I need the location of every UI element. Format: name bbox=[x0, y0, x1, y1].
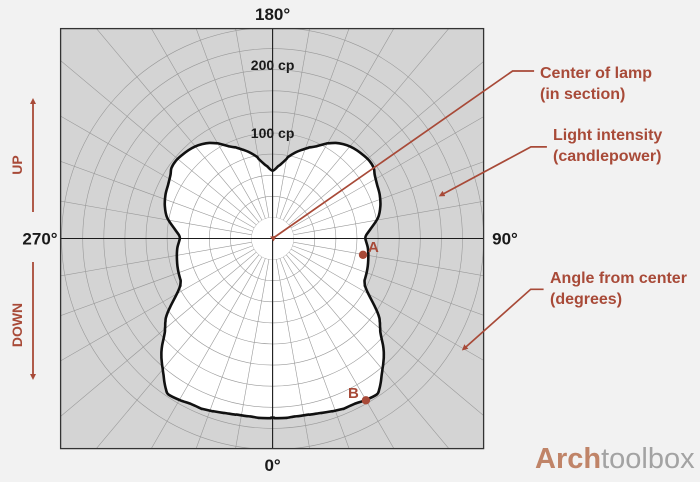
svg-text:Center of lamp: Center of lamp bbox=[540, 65, 652, 82]
svg-text:UP: UP bbox=[9, 155, 25, 174]
svg-text:Archtoolbox: Archtoolbox bbox=[535, 443, 695, 475]
svg-text:(candlepower): (candlepower) bbox=[553, 148, 661, 165]
svg-text:90°: 90° bbox=[492, 230, 518, 249]
svg-text:Angle from center: Angle from center bbox=[550, 270, 687, 287]
svg-text:0°: 0° bbox=[264, 456, 280, 475]
svg-text:DOWN: DOWN bbox=[9, 303, 25, 347]
svg-text:B: B bbox=[348, 385, 359, 402]
svg-text:(in section): (in section) bbox=[540, 86, 625, 103]
svg-text:Light intensity: Light intensity bbox=[553, 127, 662, 144]
svg-text:270°: 270° bbox=[22, 230, 57, 249]
svg-text:A: A bbox=[368, 239, 379, 256]
svg-text:(degrees): (degrees) bbox=[550, 291, 622, 308]
svg-text:200 cp: 200 cp bbox=[251, 57, 295, 73]
svg-text:100 cp: 100 cp bbox=[251, 125, 295, 141]
svg-text:180°: 180° bbox=[255, 5, 290, 24]
